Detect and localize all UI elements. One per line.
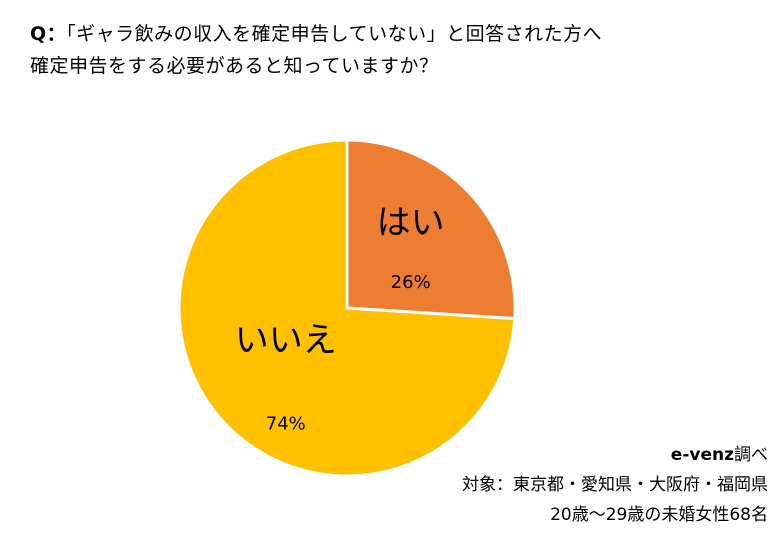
slice-label-no: いいえ: [235, 321, 337, 361]
pie-labels: はい 26% いいえ 74%: [235, 203, 445, 434]
pie-slice-yes: [345, 138, 517, 321]
source-name: e-venz: [670, 445, 734, 465]
slice-label-yes: はい: [377, 203, 445, 243]
question-line-1-text: 「ギャラ飲みの収入を確定申告していない」と回答された方へ: [66, 23, 603, 45]
source-suffix: 調べ: [734, 445, 768, 465]
pie-slices: [177, 138, 517, 478]
slice-value-yes: 26%: [391, 272, 431, 293]
pie-slice-no: [177, 138, 517, 478]
question-line-1: Q：「ギャラ飲みの収入を確定申告していない」と回答された方へ: [30, 18, 770, 50]
survey-sample: 20歳〜29歳の未婚女性68名: [550, 505, 768, 525]
footer-notes: e-venz調べ 対象：東京都・愛知県・大阪府・福岡県 20歳〜29歳の未婚女性…: [462, 440, 768, 530]
question-line-2: 確定申告をする必要があると知っていますか？: [30, 55, 439, 77]
survey-target: 対象：東京都・愛知県・大阪府・福岡県: [462, 475, 768, 495]
slice-value-no: 74%: [266, 414, 306, 435]
question-prefix: Q：: [30, 23, 67, 45]
question-text: Q：「ギャラ飲みの収入を確定申告していない」と回答された方へ 確定申告をする必要…: [30, 18, 770, 82]
source-note: e-venz調べ: [462, 440, 768, 470]
